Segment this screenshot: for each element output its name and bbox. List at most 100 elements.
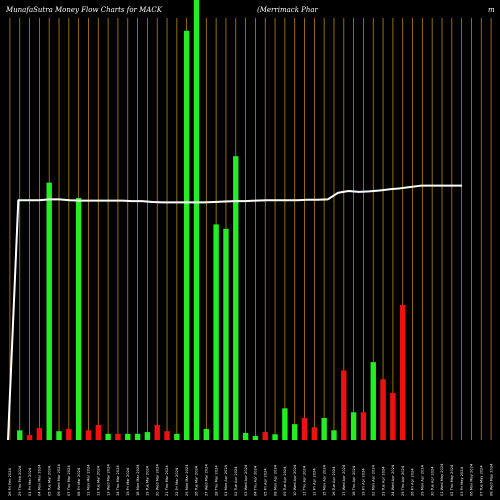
x-tick-label: 05 Fri Apr 2024	[263, 468, 267, 496]
money-flow-bar	[95, 425, 101, 440]
money-flow-bar	[203, 429, 210, 440]
x-tick-label: 19 Tue Mar 2024	[146, 465, 150, 496]
money-flow-bar	[105, 433, 111, 440]
x-tick-label: 13 Wed Mar 2024	[106, 464, 110, 496]
money-flow-bar	[242, 432, 249, 440]
money-flow-bar	[17, 430, 23, 440]
x-tick-label: 10 Wed Apr 2024	[293, 464, 297, 496]
money-flow-bar	[262, 432, 268, 440]
money-flow-bar	[26, 435, 33, 440]
money-flow-bar	[390, 392, 396, 440]
x-tick-label: 15 Mon Apr 2024	[322, 464, 326, 496]
x-tick-label: 20 Wed Mar 2024	[155, 464, 159, 496]
x-tick-label: 01 Mon Apr 2024	[224, 464, 228, 496]
x-tick-label: 16 Tue Apr 2024	[332, 466, 336, 496]
x-tick-label: 11 Mon Mar 2024	[87, 464, 91, 496]
x-tick-label: 01 Wed May 2024	[440, 463, 444, 496]
x-tick-label: 26 Fri Feb 2024	[8, 467, 12, 496]
x-tick-label: 02 Thu May 2024	[450, 464, 454, 496]
money-flow-bar	[85, 430, 92, 440]
x-tick-label: 22 Fri Mar 2024	[175, 467, 179, 496]
x-tick-label: 04 Mon Mar 2024	[38, 464, 42, 496]
money-flow-bar	[164, 431, 170, 440]
chart-header-left: MunafaSutra Money Flow Charts for MACK	[5, 6, 163, 14]
money-flow-bar	[321, 418, 327, 440]
money-flow-bar	[291, 424, 298, 440]
price-line-series	[7, 184, 462, 441]
x-tick-label: 02 Tue Apr 2024	[234, 466, 238, 496]
money-flow-bar	[125, 433, 131, 440]
x-tick-label: 03 Wed Apr 2024	[244, 464, 248, 496]
money-flow-bar	[252, 436, 259, 440]
money-flow-bar	[154, 425, 160, 440]
money-flow-bar	[56, 431, 62, 440]
x-tick-label: 30 Tue Apr 2024	[430, 466, 434, 496]
money-flow-bar	[36, 428, 43, 440]
x-tick-label: 29 Thu Feb 2024	[18, 465, 22, 496]
x-tick-label: 04 Thu Apr 2024	[254, 465, 258, 496]
x-tick-label: 24 Wed Apr 2024	[391, 464, 395, 496]
money-flow-bar	[174, 433, 180, 440]
price-line	[7, 184, 462, 441]
money-flow-bar	[272, 434, 278, 440]
x-tick-label: 12 Fri Apr 2024	[313, 468, 317, 496]
x-tick-label: 11 Thu Apr 2024	[303, 465, 307, 496]
money-flow-bar	[183, 30, 190, 441]
x-tick-label: 21 Thu Mar 2024	[165, 465, 169, 496]
x-tick-label: 29 Mon Apr 2024	[421, 464, 425, 496]
money-flow-bar	[144, 432, 151, 440]
money-flow-bar	[331, 430, 337, 440]
bar-series	[17, 0, 406, 441]
x-tick-label: 23 Tue Apr 2024	[381, 466, 385, 496]
x-tick-label: 18 Thu Apr 2024	[352, 465, 356, 496]
money-flow-bar	[75, 198, 82, 440]
x-tick-label: 26 Tue Mar 2024	[195, 465, 199, 496]
x-tick-label: 08 Wed May 2024	[489, 463, 493, 496]
money-flow-bar	[400, 304, 406, 440]
x-tick-label: 08 Fri Mar 2024	[77, 467, 81, 496]
x-tick-label: 27 Wed Mar 2024	[205, 464, 209, 496]
x-tick-label: 15 Fri Mar 2024	[126, 467, 130, 496]
x-tick-label: 14 Thu Mar 2024	[116, 465, 120, 496]
money-flow-bar	[341, 370, 347, 440]
money-flow-bar	[350, 412, 357, 440]
x-tick-label: 07 Tue May 2024	[479, 465, 483, 496]
money-flow-bar	[233, 156, 239, 440]
money-flow-bar	[115, 433, 121, 440]
x-tick-label: 07 Thu Mar 2024	[67, 465, 71, 496]
x-tick-label: 18 Mon Mar 2024	[136, 464, 140, 496]
x-tick-label: 12 Tue Mar 2024	[96, 465, 100, 496]
x-tick-label: 19 Fri Apr 2024	[362, 468, 366, 496]
x-tick-label: 01 Fri Mar 2024	[28, 467, 32, 496]
x-tick-label: 03 Fri May 2024	[460, 466, 464, 496]
x-tick-label: 17 Wed Apr 2024	[342, 464, 346, 496]
money-flow-bar	[66, 429, 72, 440]
x-tick-label: 26 Fri Apr 2024	[411, 468, 415, 496]
x-tick-label: 28 Thu Mar 2024	[214, 465, 218, 496]
money-flow-bar	[380, 379, 386, 440]
x-tick-labels: 26 Fri Feb 2024 29 Thu Feb 2024 01 Fri Mar…	[8, 463, 493, 496]
x-tick-label: 25 Thu Apr 2024	[401, 465, 405, 496]
money-flow-bar	[46, 182, 52, 440]
money-flow-bar	[311, 427, 318, 440]
x-tick-label: 09 Tue Apr 2024	[283, 466, 287, 496]
money-flow-bar	[282, 408, 288, 440]
x-tick-label: 22 Mon Apr 2024	[371, 464, 375, 496]
x-tick-label: 05 Tue Mar 2024	[47, 465, 51, 496]
money-flow-bar	[213, 224, 219, 440]
x-tick-label: 08 Mon Apr 2024	[273, 464, 277, 496]
x-tick-label: 25 Mon Mar 2024	[185, 464, 189, 496]
money-flow-bar	[193, 0, 200, 440]
x-tick-label: 06 Wed Mar 2024	[57, 464, 61, 496]
money-flow-bar	[301, 418, 308, 440]
chart-header-right: (Merrimack Phar	[257, 6, 319, 14]
money-flow-bar	[360, 412, 367, 440]
chart-header-right-tail: m	[488, 6, 495, 14]
money-flow-bar	[134, 433, 141, 440]
x-tick-label: 06 Mon May 2024	[470, 463, 474, 496]
money-flow-bar	[370, 362, 376, 440]
money-flow-bar	[223, 228, 229, 440]
